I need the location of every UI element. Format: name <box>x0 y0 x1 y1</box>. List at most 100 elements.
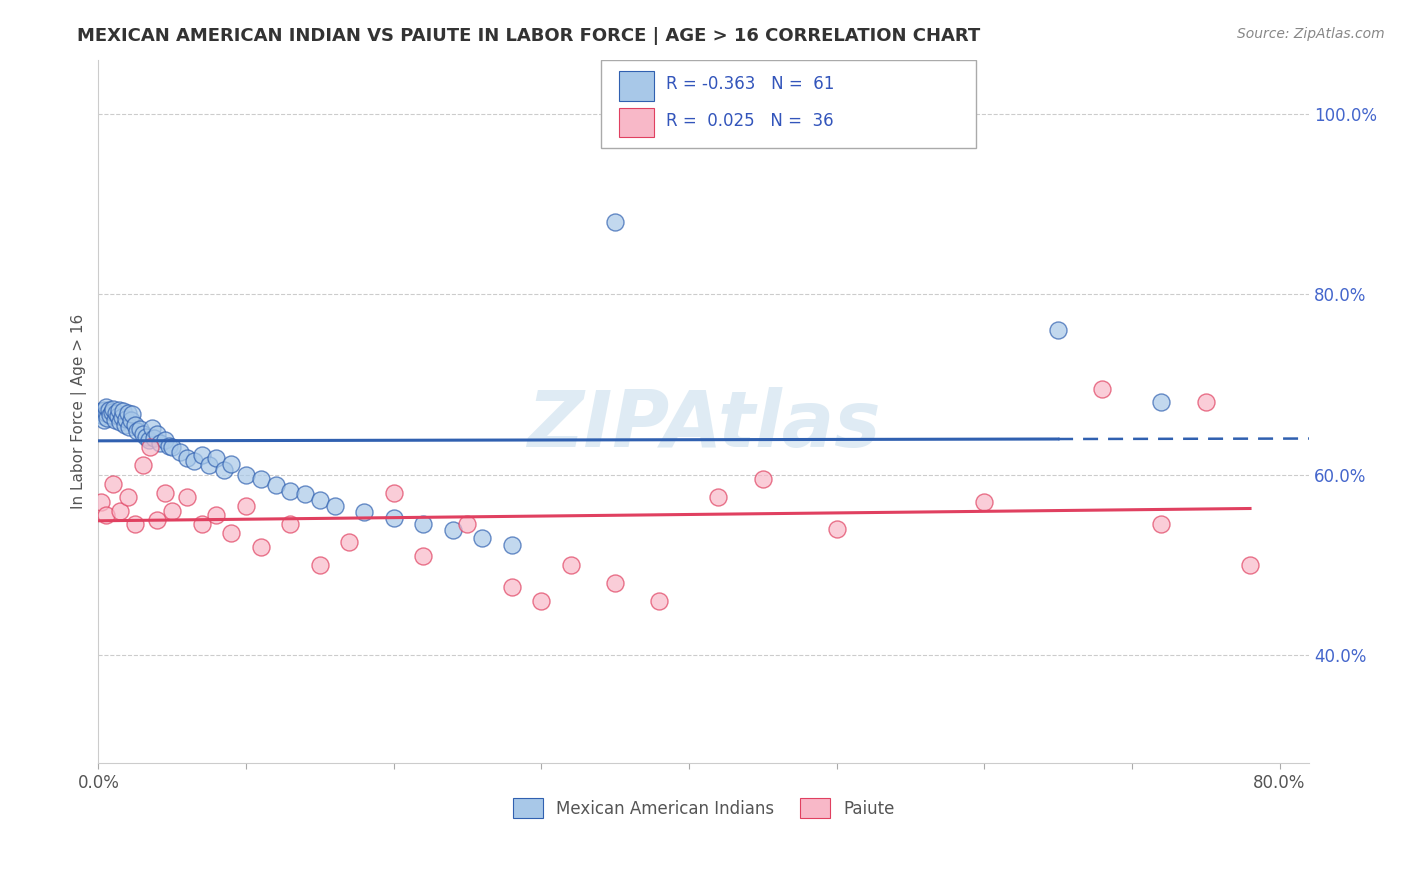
Point <box>128 422 150 436</box>
Point <box>456 517 478 532</box>
Point <box>104 413 127 427</box>
Point <box>278 483 301 498</box>
Point <box>169 445 191 459</box>
Legend: Mexican American Indians, Paiute: Mexican American Indians, Paiute <box>506 791 901 825</box>
Point <box>143 432 166 446</box>
Point <box>1150 395 1173 409</box>
Point <box>190 517 212 532</box>
Point <box>153 485 176 500</box>
Point <box>90 404 112 418</box>
Point <box>183 454 205 468</box>
Point <box>101 401 124 416</box>
Point <box>100 405 122 419</box>
Point <box>605 215 627 229</box>
Point <box>91 409 114 423</box>
Point <box>96 410 118 425</box>
Point <box>110 415 132 429</box>
Point <box>382 485 405 500</box>
FancyBboxPatch shape <box>619 108 654 137</box>
Point <box>115 411 138 425</box>
Point <box>560 558 582 572</box>
Point <box>93 402 115 417</box>
Point <box>110 503 132 517</box>
Point <box>605 575 627 590</box>
FancyBboxPatch shape <box>600 60 976 147</box>
Point <box>93 413 115 427</box>
Point <box>249 540 271 554</box>
Point <box>412 549 434 563</box>
Point <box>1150 517 1173 532</box>
Point <box>108 402 131 417</box>
Text: R = -0.363   N =  61: R = -0.363 N = 61 <box>666 75 835 93</box>
Point <box>112 404 135 418</box>
Point <box>294 487 316 501</box>
Point <box>337 535 360 549</box>
Point <box>146 513 169 527</box>
Point <box>160 441 183 455</box>
Point <box>825 522 848 536</box>
Point <box>141 420 163 434</box>
Point <box>752 472 775 486</box>
Point <box>205 508 228 522</box>
Y-axis label: In Labor Force | Age > 16: In Labor Force | Age > 16 <box>72 314 87 509</box>
Point <box>471 531 494 545</box>
Point <box>501 538 523 552</box>
Point <box>94 508 117 522</box>
Point <box>353 505 375 519</box>
Point <box>149 436 172 450</box>
Point <box>107 409 129 423</box>
Point <box>105 406 128 420</box>
Point <box>176 451 198 466</box>
Point <box>90 494 112 508</box>
Point <box>1239 558 1261 572</box>
Point <box>648 594 671 608</box>
Point <box>94 400 117 414</box>
Point <box>212 463 235 477</box>
Point <box>146 426 169 441</box>
Text: MEXICAN AMERICAN INDIAN VS PAIUTE IN LABOR FORCE | AGE > 16 CORRELATION CHART: MEXICAN AMERICAN INDIAN VS PAIUTE IN LAB… <box>77 27 980 45</box>
Text: ZIPAtlas: ZIPAtlas <box>527 387 880 464</box>
Point <box>382 510 405 524</box>
Point <box>190 448 212 462</box>
Point <box>94 406 117 420</box>
Point <box>176 490 198 504</box>
Point <box>530 594 553 608</box>
Point <box>441 524 464 538</box>
Point <box>157 439 180 453</box>
Point <box>412 517 434 532</box>
Point <box>117 406 139 420</box>
Point <box>118 419 141 434</box>
Point <box>249 472 271 486</box>
Point <box>198 458 221 473</box>
Point <box>1091 382 1114 396</box>
Point <box>139 441 162 455</box>
Point <box>131 426 153 441</box>
Point <box>138 434 160 448</box>
Point <box>121 407 143 421</box>
FancyBboxPatch shape <box>619 71 654 101</box>
Point <box>219 457 242 471</box>
Point <box>101 476 124 491</box>
Point <box>153 434 176 448</box>
Point <box>124 517 146 532</box>
Point <box>235 499 257 513</box>
Point <box>160 503 183 517</box>
Point <box>235 467 257 482</box>
Text: R =  0.025   N =  36: R = 0.025 N = 36 <box>666 112 834 130</box>
Point <box>111 409 134 424</box>
Point <box>117 490 139 504</box>
Point <box>120 413 142 427</box>
Point <box>264 478 287 492</box>
Point <box>308 492 330 507</box>
Point <box>973 494 995 508</box>
Point <box>1195 395 1218 409</box>
Point <box>308 558 330 572</box>
Point <box>1047 323 1070 337</box>
Point <box>97 403 120 417</box>
Point <box>125 424 148 438</box>
Point <box>278 517 301 532</box>
Point <box>114 417 136 432</box>
Point <box>131 458 153 473</box>
Point <box>135 429 157 443</box>
Point <box>323 499 346 513</box>
